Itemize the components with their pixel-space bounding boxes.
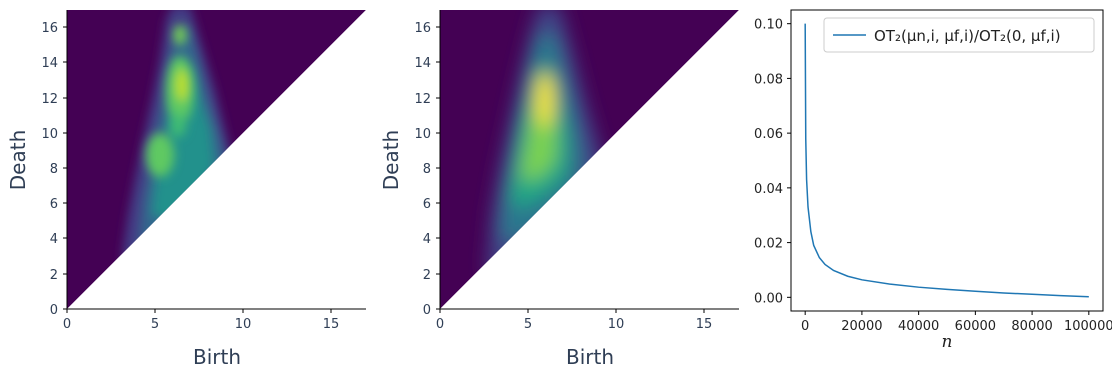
heatmap-1-x-tick-label: 15 [323,317,340,332]
heatmap-2-x-label: Birth [566,345,614,369]
legend: OT₂(μn,i, μf,i)/OT₂(0, μf,i) [823,17,1095,53]
heatmap-2-y-tick-label: 0 [423,303,431,318]
heatmap-1-y-tick-label: 14 [41,56,58,71]
line-x-tick-label: 100000 [1064,319,1112,334]
heatmap-2-y-label: Death [379,130,403,190]
heatmap-2-y-tick-label: 6 [423,197,431,212]
heatmap-2-y-ticks: 0 2 4 6 8 10 12 14 16 [414,21,440,318]
heatmap-1-y-tick-label: 12 [41,92,58,107]
heatmap-1-y-ticks: 0 2 4 6 8 10 12 14 16 [41,21,67,318]
line-y-tick-label: 0.08 [754,72,783,87]
line-x-label: n [942,332,953,352]
line-x-tick-label: 40000 [898,319,939,334]
heatmap-panel-2: 0 5 10 15 0 2 4 6 8 10 12 14 16 Birth De… [379,10,739,369]
heatmap-2-y-tick-label: 12 [414,92,431,107]
line-x-tick-label: 0 [801,319,809,334]
heatmap-1-peaks [146,25,194,177]
heatmap-1-y-tick-label: 0 [50,303,58,318]
legend-label: OT₂(μn,i, μf,i)/OT₂(0, μf,i) [874,27,1061,45]
heatmap-1-plot-area [67,10,366,309]
heatmap-1-peak-d [174,25,186,45]
heatmap-1-x-ticks: 0 5 10 15 [63,309,339,332]
heatmap-1-y-tick-label: 2 [50,268,58,283]
heatmap-1-y-tick-label: 4 [50,232,58,247]
heatmap-1-x-tick-label: 0 [63,317,71,332]
heatmap-2-y-tick-label: 16 [414,21,431,36]
heatmap-2-x-ticks: 0 5 10 15 [436,309,712,332]
heatmap-1-peak-c [170,113,186,137]
heatmap-2-y-tick-label: 10 [414,127,431,142]
heatmap-2-x-tick-label: 0 [436,317,444,332]
heatmap-1-x-label: Birth [193,345,241,369]
heatmap-1-frame [66,10,366,310]
heatmap-1-x-tick-label: 5 [151,317,159,332]
heatmap-2-y-tick-label: 14 [414,56,431,71]
line-y-ticks: 0.00 0.02 0.04 0.06 0.08 0.10 [754,18,791,306]
line-x-tick-label: 80000 [1011,319,1052,334]
heatmap-2-y-tick-label: 2 [423,268,431,283]
line-x-tick-label: 20000 [841,319,882,334]
line-y-tick-label: 0.02 [754,237,783,252]
heatmap-2-peak [536,72,554,128]
heatmap-2-y-tick-label: 8 [423,162,431,177]
legend-box [823,17,1095,53]
heatmap-panel-1: 0 5 10 15 0 2 4 6 8 10 12 14 16 Birth De… [6,10,366,369]
heatmap-2-x-tick-label: 15 [696,317,713,332]
heatmap-1-peak-b [146,133,174,177]
heatmap-1-y-tick-label: 6 [50,197,58,212]
line-y-tick-label: 0.00 [754,291,783,306]
heatmap-2-x-tick-label: 10 [608,317,625,332]
heatmap-1-peak-e [176,69,188,101]
heatmap-1-y-tick-label: 16 [41,21,58,36]
line-x-tick-label: 60000 [955,319,996,334]
line-y-tick-label: 0.04 [754,182,783,197]
heatmap-1-x-tick-label: 10 [235,317,252,332]
heatmap-2-y-tick-label: 4 [423,232,431,247]
line-y-tick-label: 0.06 [754,127,783,142]
heatmap-2-frame [439,10,739,310]
line-panel: 0.00 0.02 0.04 0.06 0.08 0.10 0 20000 40000 6000… [754,9,1112,352]
line-x-ticks: 0 20000 40000 60000 80000 100000 [801,311,1112,334]
line-plot-frame [790,9,1104,312]
line-y-tick-label: 0.10 [754,18,783,33]
heatmap-2-plot-area [440,10,739,309]
series-line-ot2-ratio [804,23,1089,298]
heatmap-1-y-label: Death [6,130,30,190]
heatmap-2-x-tick-label: 5 [524,317,532,332]
heatmap-1-y-tick-label: 10 [41,127,58,142]
heatmap-1-y-tick-label: 8 [50,162,58,177]
